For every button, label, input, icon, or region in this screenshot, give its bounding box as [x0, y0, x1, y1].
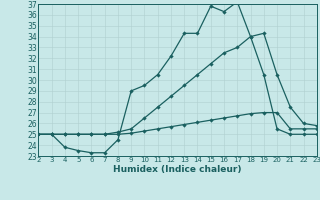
- X-axis label: Humidex (Indice chaleur): Humidex (Indice chaleur): [113, 165, 242, 174]
